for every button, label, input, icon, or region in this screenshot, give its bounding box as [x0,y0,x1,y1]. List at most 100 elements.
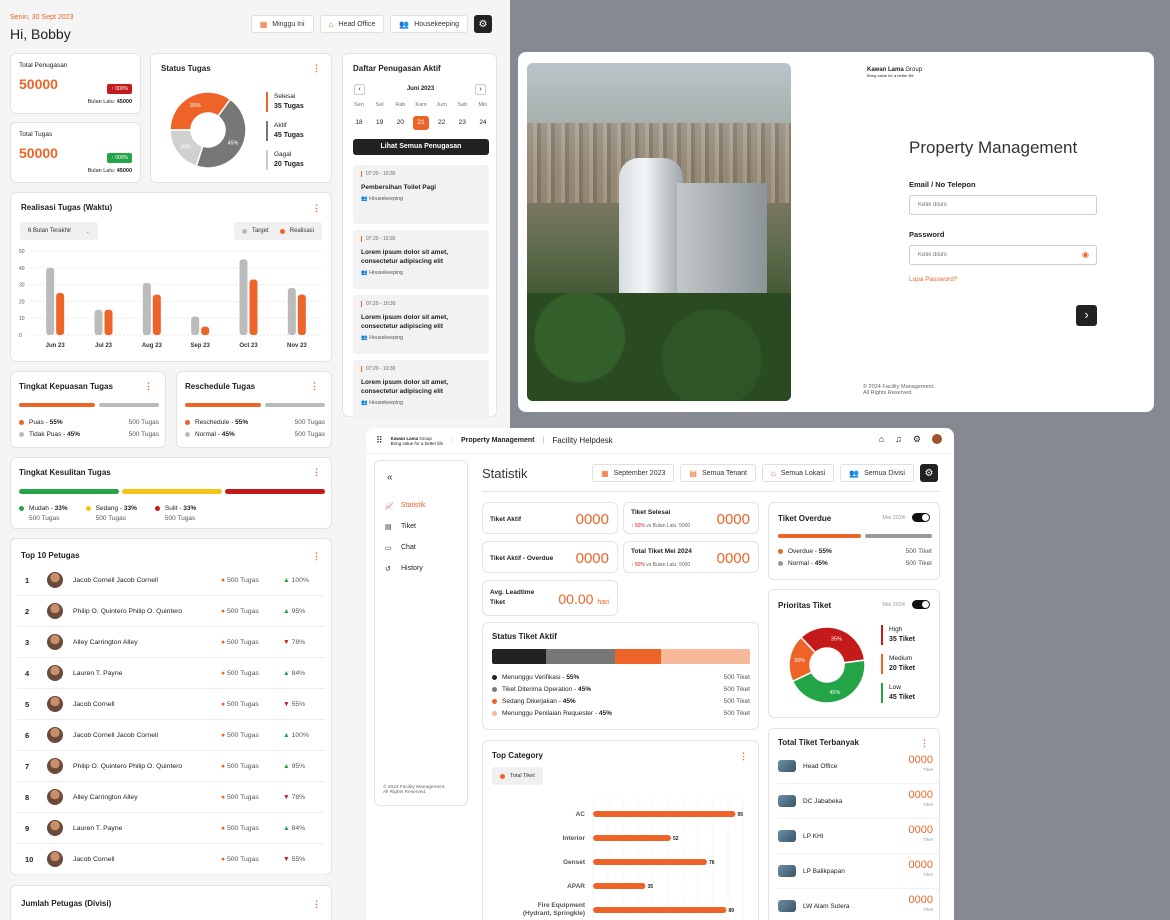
avatar[interactable] [932,434,942,444]
more-menu-icon[interactable]: ⋮ [312,551,321,561]
calendar-date[interactable]: 22 [438,119,446,126]
password-input[interactable] [909,245,1097,265]
more-menu-icon[interactable]: ⋮ [312,203,321,213]
category-legend-chip[interactable]: Total Tiket [492,767,543,785]
apps-grid-icon[interactable]: ⠿ [376,435,383,445]
petugas-row[interactable]: 4 Lauren T. Payne ● 500 Tugas ▲ 84% [17,658,325,689]
prioritas-period: Mei 2024 [882,602,905,608]
more-menu-icon[interactable]: ⋮ [144,381,153,391]
task-item[interactable]: 07:20 - 10:30 Lorem ipsum dolor sit amet… [353,295,489,354]
calendar-date[interactable]: 24 [479,119,487,126]
avatar [47,727,63,743]
filter-month[interactable]: ▦ September 2023 [592,464,675,482]
jumlah-petugas-card: Jumlah Petugas (Divisi) ⋮ [10,885,332,920]
legend-row: Overdue - 55% 500 Tiket [778,548,932,555]
petugas-row[interactable]: 8 Alley Carrington Alley ● 500 Tugas ▼ 7… [17,782,325,813]
overdue-toggle[interactable] [912,513,930,522]
filter-division[interactable]: 👥 Housekeeping [390,15,468,33]
thumbs-up-icon: ▲ [283,576,290,584]
period-dropdown[interactable]: 6 Bulan Terakhir ⌄ [20,222,99,240]
gear-icon[interactable]: ⚙ [912,434,921,444]
calendar-day-name: Min [478,102,488,108]
more-menu-icon[interactable]: ⋮ [310,381,319,391]
settings-button[interactable]: ⚙ [920,464,938,482]
more-menu-icon[interactable]: ⋮ [739,751,748,761]
password-label: Password [909,230,945,239]
filter-location[interactable]: ⌂ Semua Lokasi [761,464,835,482]
calendar-days: Sen Sel Rab Kam Jum Sab Min [351,102,491,108]
filter-division[interactable]: 👥 Semua Divisi [840,464,914,482]
petugas-row[interactable]: 6 Jacob Cornell Jacob Cornell ● 500 Tuga… [17,720,325,751]
collapse-icon[interactable]: « [387,472,393,483]
calendar-date[interactable]: 18 [355,119,363,126]
filter-tenant[interactable]: ▤ Semua Tenant [680,464,756,482]
petugas-row[interactable]: 5 Jacob Cornell ● 500 Tugas ▼ 55% [17,689,325,720]
building-photo [527,63,791,401]
more-menu-icon[interactable]: ⋮ [312,899,321,909]
filter-location[interactable]: ⌂ Head Office [319,15,385,33]
more-menu-icon[interactable]: ⋮ [920,738,929,748]
petugas-row[interactable]: 1 Jacob Cornell Jacob Cornell ● 500 Tuga… [17,565,325,596]
calendar-date[interactable]: 21 [412,116,429,130]
task-item[interactable]: 07:20 - 10:30 Pembersihan Toilet Pagi 👥 … [353,165,489,224]
filter-week[interactable]: ▦ Minggu Ini [250,15,314,33]
task-item[interactable]: 07:20 - 10:30 Lorem ipsum dolor sit amet… [353,360,489,419]
petugas-row[interactable]: 3 Alley Carrington Alley ● 500 Tugas ▼ 7… [17,627,325,658]
location-row[interactable]: LW Alam Sutera 0000 Tiket [778,889,941,920]
forgot-password-link[interactable]: Lupa Password? [909,276,958,283]
lihat-semua-button[interactable]: Lihat Semua Penugasan [353,139,489,155]
prioritas-toggle[interactable] [912,600,930,609]
users-icon: 👥 [361,270,368,276]
calendar-date[interactable]: 20 [396,119,404,126]
petugas-row[interactable]: 9 Lauren T. Payne ● 500 Tugas ▲ 84% [17,813,325,844]
kpi-tiket-selesai: Tiket Selesai ↑ 50% vs Bulan Lalu: 5000 … [623,502,759,534]
settings-button[interactable]: ⚙ [474,15,492,33]
location-row[interactable]: LP Balikpapan 0000 Tiket [778,854,941,889]
helpdesk-topbar: ⠿ Kawan Lama Group Bring value for a bett… [366,428,954,454]
task-item[interactable]: 07:20 - 10:30 Lorem ipsum dolor sit amet… [353,230,489,289]
nav-list: 📈 Statistik ▤ Tiket ▭ Chat ↺ History [385,495,465,579]
overdue-bar [778,534,861,538]
more-menu-icon[interactable]: ⋮ [312,63,321,73]
nav-item-tiket[interactable]: ▤ Tiket [385,523,416,531]
helpdesk-panel: ⠿ Kawan Lama Group Bring value for a bett… [366,428,954,920]
legend-dot [85,505,91,511]
eye-icon[interactable]: ◉ [1082,250,1089,259]
avatar [47,851,63,867]
nav-item-history[interactable]: ↺ History [385,565,423,573]
legend-row: Tiket Diterima Operation - 45% 500 Tiket [492,686,750,693]
home-icon[interactable]: ⌂ [878,434,885,444]
bell-icon[interactable]: ♫ [895,434,902,444]
more-menu-icon[interactable]: ⋮ [312,467,321,477]
login-submit-button[interactable]: › [1076,305,1097,326]
home-icon: ⌂ [770,468,776,478]
calendar-date[interactable]: 19 [376,119,384,126]
category-label: Genset [563,859,586,866]
email-input[interactable] [909,195,1097,215]
location-row[interactable]: DC Jababeka 0000 Tiket [778,784,941,819]
prioritas-donut-chart: 35% 45% 20% [788,626,866,704]
ticket-icon: ▤ [385,523,392,531]
users-icon: 👥 [361,400,368,406]
petugas-row[interactable]: 10 Jacob Cornell ● 500 Tugas ▼ 55% [17,844,325,875]
category-value: 76 [709,860,715,866]
legend-dot [500,773,505,779]
calendar-day-name: Rab [395,102,406,108]
location-row[interactable]: Head Office 0000 Tiket [778,749,941,784]
calendar-prev-button[interactable]: ‹ [354,84,365,95]
category-label-line: Genset [563,859,586,866]
legend-dot [778,560,783,566]
category-bar [593,835,671,841]
calendar-next-button[interactable]: › [475,84,486,95]
prioritas-slice [791,659,866,704]
nav-item-chat[interactable]: ▭ Chat [385,544,416,552]
category-label-line: APAR [567,883,585,890]
petugas-row[interactable]: 7 Philip O. Quintero Philip O. Quintero … [17,751,325,782]
calendar-date[interactable]: 23 [458,119,466,126]
nav-item-statistik[interactable]: 📈 Statistik [385,502,426,510]
petugas-row[interactable]: 2 Philip O. Quintero Philip O. Quintero … [17,596,325,627]
location-row[interactable]: LP KHI 0000 Tiket [778,819,941,854]
legend-dot [185,431,190,437]
status-slice-label: 35% [190,103,201,109]
y-tick-label: 30 [19,283,25,289]
